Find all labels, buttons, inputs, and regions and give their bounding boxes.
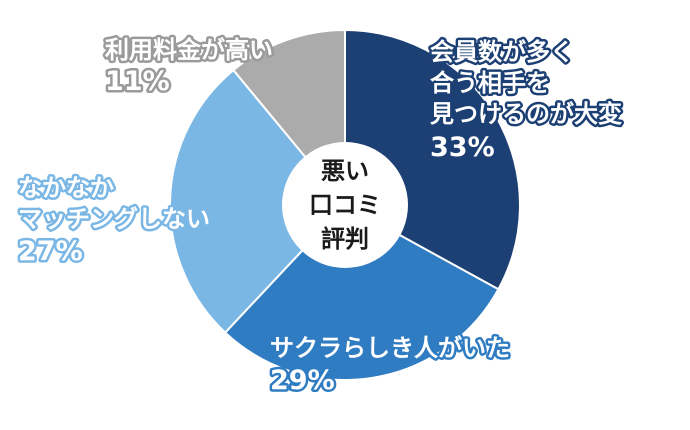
- center-label-line-1: 悪い: [321, 157, 369, 185]
- slice-label-1-line-1: 会員数が多く: [430, 38, 574, 66]
- center-label-group: 悪い 口コミ 評判: [309, 157, 381, 253]
- pie-slice-3: [168, 68, 347, 334]
- slice-value-1: 33%: [430, 132, 495, 163]
- slice-label-3-line-1: なかなか: [18, 174, 114, 202]
- slice-value-3: 27%: [18, 236, 83, 267]
- donut-hole: [282, 142, 408, 268]
- slice-label-1-line-3: 見つけるのが大変: [430, 100, 622, 128]
- slice-value-2: 29%: [270, 365, 335, 396]
- pie-slice-2: [223, 203, 500, 382]
- center-label-line-3: 評判: [321, 225, 369, 253]
- slice-label-2: サクラらしき人がいた 29%: [268, 332, 513, 399]
- center-label-line-2: 口コミ: [309, 191, 381, 219]
- slice-label-3-line-2: マッチングしない: [18, 205, 210, 233]
- slice-value-4: 11%: [105, 66, 170, 97]
- slice-label-4-line-1: 利用料金が高い: [105, 36, 273, 64]
- slice-label-2-line-1: サクラらしき人がいた: [270, 334, 510, 362]
- slice-label-1-line-2: 合う相手を: [430, 69, 550, 97]
